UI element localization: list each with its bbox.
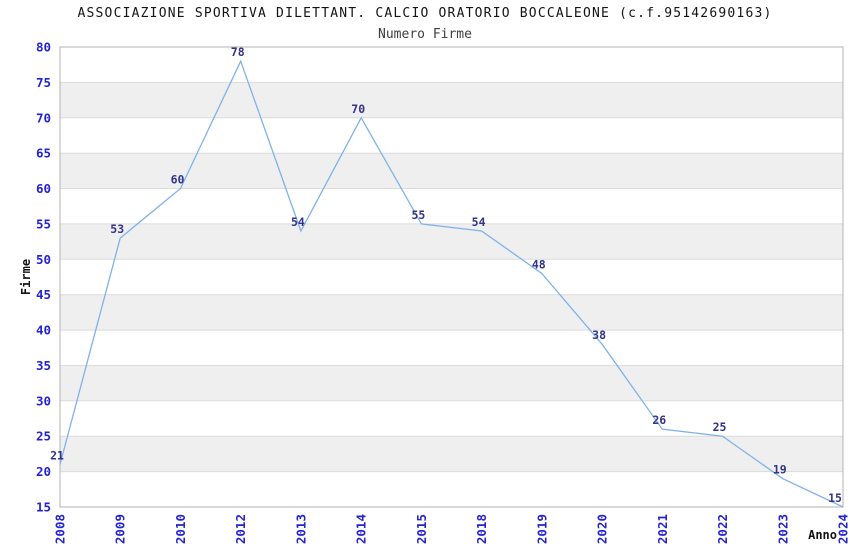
x-tick-label: 2023 <box>775 514 790 544</box>
data-point-label: 54 <box>472 215 486 229</box>
y-tick-label: 15 <box>36 500 51 515</box>
x-tick-label: 2010 <box>173 514 188 544</box>
plot-band <box>60 365 843 401</box>
data-point-label: 53 <box>110 222 124 236</box>
plot-band <box>60 82 843 118</box>
x-axis-title: Anno <box>808 528 837 542</box>
y-tick-label: 30 <box>36 393 51 408</box>
plot-band <box>60 153 843 189</box>
y-tick-label: 40 <box>36 323 51 338</box>
data-point-label: 78 <box>231 45 245 59</box>
data-point-label: 48 <box>532 258 546 272</box>
plot-border <box>59 46 844 508</box>
y-tick-label: 20 <box>36 464 51 479</box>
x-tick-label: 2018 <box>474 514 489 544</box>
chart-subtitle: Numero Firme <box>378 27 472 42</box>
data-point-label: 25 <box>713 420 727 434</box>
x-tick-label: 2024 <box>836 514 850 544</box>
y-tick-label: 55 <box>36 216 51 231</box>
data-point-label: 26 <box>652 413 666 427</box>
data-point-label: 19 <box>773 463 787 477</box>
x-tick-label: 2021 <box>655 514 670 544</box>
plot-band <box>60 436 843 472</box>
x-tick-label: 2014 <box>354 514 369 544</box>
data-point-label: 15 <box>828 491 842 505</box>
data-point-label: 38 <box>592 328 606 342</box>
y-tick-label: 45 <box>36 287 51 302</box>
y-tick-label: 35 <box>36 358 51 373</box>
x-tick-label: 2015 <box>414 514 429 544</box>
y-tick-label: 70 <box>36 110 51 125</box>
data-point-label: 55 <box>411 208 425 222</box>
data-point-label: 60 <box>171 173 185 187</box>
x-tick-label: 2022 <box>715 514 730 544</box>
chart-title: ASSOCIAZIONE SPORTIVA DILETTANT. CALCIO … <box>77 6 773 21</box>
x-tick-label: 2009 <box>113 514 128 544</box>
plot-band <box>60 294 843 331</box>
x-tick-label: 2013 <box>293 514 308 544</box>
x-tick-label: 2019 <box>534 514 549 544</box>
series-line <box>59 59 844 508</box>
y-tick-label: 80 <box>36 40 51 55</box>
y-tick-label: 60 <box>36 181 51 196</box>
x-tick-label: 2020 <box>595 514 610 544</box>
y-tick-label: 50 <box>36 252 51 267</box>
data-point-label: 21 <box>50 449 64 463</box>
x-tick-label: 2012 <box>233 514 248 544</box>
data-point-label: 70 <box>351 102 365 116</box>
x-tick-label: 2008 <box>53 514 68 544</box>
y-tick-label: 25 <box>36 429 51 444</box>
y-tick-label: 65 <box>36 146 51 161</box>
data-point-label: 54 <box>291 215 305 229</box>
y-tick-label: 75 <box>36 75 51 90</box>
plot-band <box>60 223 843 260</box>
